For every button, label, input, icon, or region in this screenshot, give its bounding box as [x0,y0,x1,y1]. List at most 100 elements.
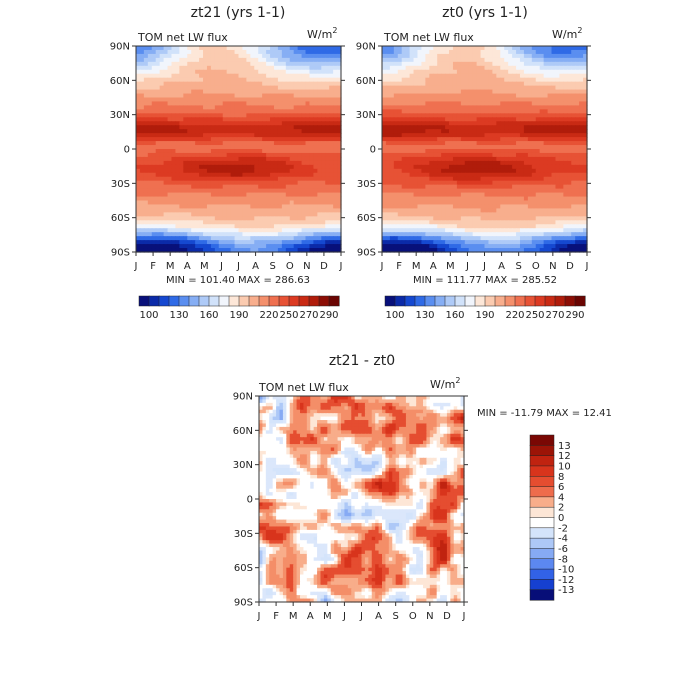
zt0-cell [421,81,426,87]
zt21-cell [234,220,240,225]
zt21-cell [337,81,342,87]
zt21-cell [203,65,208,71]
zt21-cell [250,160,255,166]
zt0-cell [460,152,466,158]
zt0-cell [583,133,588,138]
zt0-cell [405,73,411,79]
zt21-cell [214,113,220,118]
zt0-cell [492,69,497,75]
zt0-cell [425,180,430,186]
zt0-cell [393,137,399,142]
zt21-cell [329,176,334,182]
zt21-cell [246,109,251,114]
zt21-cell [273,224,279,229]
zt0-cell [441,65,446,71]
zt0-cell [508,109,513,114]
zt0-cell [504,180,509,186]
zt0-cell [476,149,482,154]
zt0-cell [555,149,560,154]
zt0-cell [547,180,553,186]
zt0-cell [543,105,549,110]
zt0-cell [567,117,572,122]
zt0-cell [523,65,529,71]
zt0-cell [559,129,564,134]
zt0-cell [571,141,576,146]
zt0-cell [504,85,509,91]
zt0-cell [531,97,537,103]
zt0-cell [523,101,529,107]
zt21-cell [301,224,307,229]
zt0-cell [452,168,458,174]
zt21-cell [313,97,318,103]
zt21-cell [293,53,299,59]
zt21-cell [191,200,196,206]
zt0-cell [512,176,517,182]
zt21-cell [203,168,208,174]
zt21-cell [136,53,141,59]
zt0-cell [382,93,387,99]
zt21-cell [179,192,184,198]
zt0-cell [417,196,423,202]
zt21-cell [199,57,204,63]
zt0-cell [579,145,584,150]
zt21-cell [317,73,322,79]
colorbar-label: 130 [169,310,188,321]
zt21-cell [171,85,177,91]
zt0-cell [445,141,450,146]
zt0-cell [547,156,553,162]
zt0-cell [449,101,454,107]
zt0-cell [425,212,430,217]
zt0-cell [441,208,446,213]
zt21-cell [183,141,188,146]
zt21-cell [238,228,244,233]
zt0-cell [539,184,545,190]
zt0-cell [393,109,399,114]
zt0-cell [543,89,549,95]
zt0-cell [405,81,411,87]
zt0-cell [409,65,415,71]
zt21-cell [329,232,334,237]
zt21-cell [187,77,192,83]
zt21-cell [325,109,330,114]
zt21-cell [270,224,275,229]
zt21-cell [301,53,307,59]
zt21-cell [234,212,240,217]
zt21-cell [159,85,165,91]
zt0-cell [519,77,525,83]
zt21-cell [277,121,283,126]
x-tick-label: M [166,261,175,272]
zt0-cell [480,149,486,154]
zt21-cell [222,97,228,103]
zt21-cell [270,212,275,217]
zt0-cell [417,172,423,178]
zt0-cell [456,89,462,95]
zt0-cell [472,188,478,194]
zt0-cell [472,156,478,162]
zt21-cell [285,216,291,221]
zt21-cell [250,176,255,182]
zt21-cell [293,204,299,210]
zt0-cell [405,176,411,182]
zt0-cell [472,113,478,118]
zt21-cell [139,200,145,206]
zt21-cell [337,184,342,190]
zt21-cell [167,121,173,126]
panel-field-label: TOM net LW flux [383,31,474,44]
zt0-cell [464,117,470,122]
zt21-cell [238,156,244,162]
zt21-cell [187,85,192,91]
zt0-cell [484,200,490,206]
zt21-cell [214,240,220,245]
zt21-cell [179,61,184,67]
zt21-cell [199,49,204,55]
zt21-cell [246,244,251,249]
zt21-cell [333,109,338,114]
zt21-cell [230,129,236,134]
zt0-cell [456,57,462,63]
zt21-cell [238,216,244,221]
zt0-cell [421,73,426,79]
zt21-cell [309,220,314,225]
zt0-cell [425,125,430,130]
zt0-cell [417,137,423,142]
zt21-cell [199,89,204,95]
